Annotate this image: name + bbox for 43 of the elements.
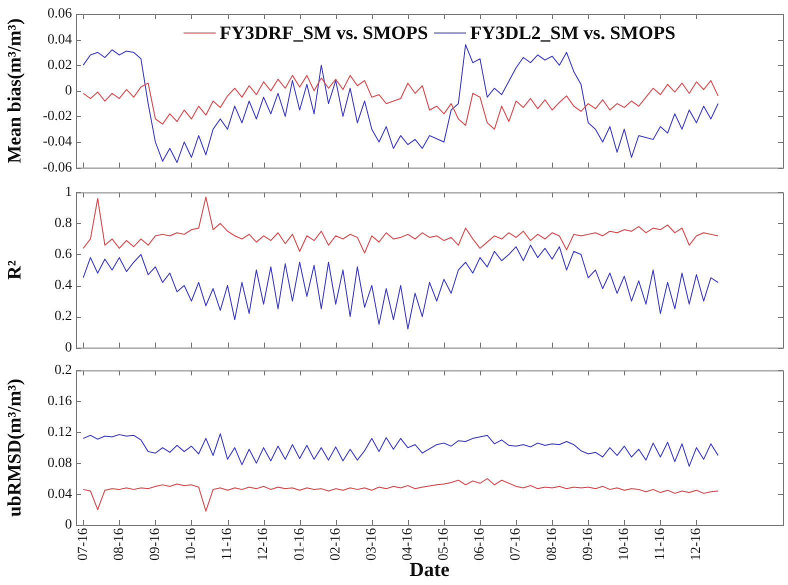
- y-tick-label: -0.06: [42, 160, 72, 176]
- x-tick-label: 12-16: [256, 528, 272, 561]
- y-tick-label: 0: [65, 518, 72, 533]
- y-axis-title: Mean bias(m³/m³): [4, 18, 26, 164]
- x-axis-title: Date: [410, 559, 450, 582]
- x-tick-label: 10-16: [184, 528, 200, 561]
- x-tick-label: 09-16: [148, 528, 164, 561]
- y-axis-title: ubRMSD(m³/m³): [4, 378, 26, 517]
- x-tick-label: 09-16: [580, 528, 596, 561]
- y-tick-label: 0.8: [54, 216, 72, 232]
- y-tick-label: 1: [65, 185, 72, 200]
- legend-label: FY3DL2_SM vs. SMOPS: [470, 22, 676, 44]
- y-tick-label: 0: [65, 340, 72, 356]
- x-tick-label: 01-16: [292, 528, 308, 561]
- y-tick-label: 0.16: [48, 394, 72, 409]
- y-tick-label: 0.6: [54, 247, 72, 262]
- x-tick-label: 10-16: [616, 528, 632, 561]
- x-tick-label: 08-16: [112, 528, 127, 561]
- x-tick-label: 06-16: [472, 528, 488, 561]
- x-tick-label: 04-16: [400, 528, 416, 561]
- y-tick-label: -0.02: [42, 109, 72, 124]
- x-tick-label: 11-16: [220, 528, 236, 560]
- y-tick-label: 0.2: [54, 309, 72, 324]
- y-tick-label: 0: [65, 83, 72, 98]
- x-tick-label: 08-16: [544, 528, 560, 561]
- legend-label: FY3DRF_SM vs. SMOPS: [220, 22, 428, 44]
- y-tick-label: 0.02: [48, 58, 72, 73]
- y-tick-label: 0.4: [54, 278, 72, 294]
- y-tick-label: 0.04: [48, 32, 72, 48]
- x-tick-label: 02-16: [328, 528, 344, 561]
- x-tick-label: 05-16: [436, 528, 452, 561]
- y-tick-label: 0.08: [48, 456, 72, 471]
- y-tick-label: 0.06: [48, 6, 72, 22]
- y-tick-label: 0.12: [48, 424, 72, 440]
- x-tick-label: 07-16: [76, 528, 91, 561]
- y-tick-label: 0.2: [54, 363, 72, 378]
- y-tick-label: -0.04: [42, 134, 72, 150]
- x-tick-label: 03-16: [364, 528, 380, 561]
- x-tick-label: 12-16: [689, 528, 704, 561]
- x-tick-label: 11-16: [653, 528, 668, 560]
- x-tick-label: 07-16: [508, 528, 524, 561]
- y-tick-label: 0.04: [48, 486, 72, 502]
- y-axis-title: R²: [4, 260, 26, 280]
